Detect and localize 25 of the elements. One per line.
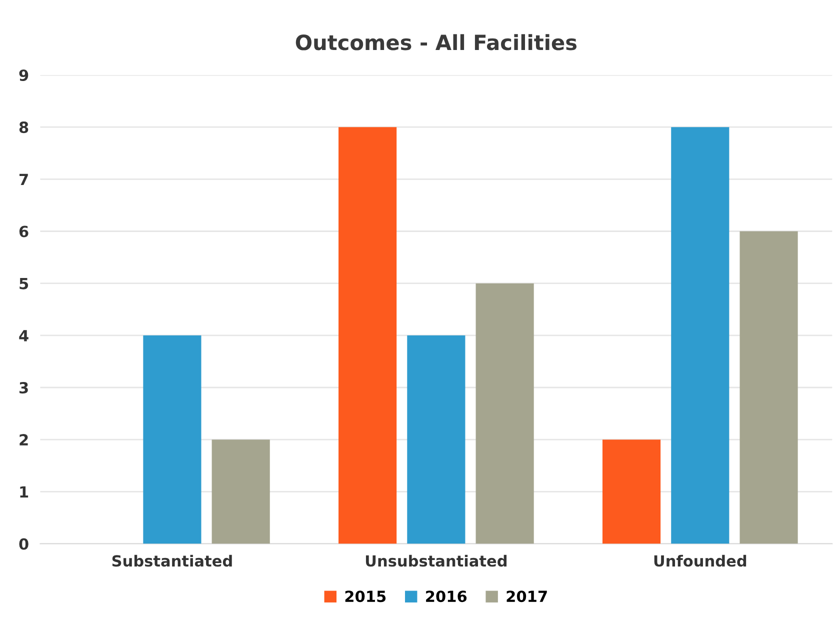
legend-label: 2017	[506, 590, 547, 602]
legend-label: 2015	[345, 590, 386, 602]
bar	[212, 440, 270, 544]
y-tick-label: 8	[19, 122, 28, 134]
y-tick-label: 3	[20, 382, 28, 394]
x-tick-label: Substantiated	[112, 554, 232, 567]
bar	[338, 127, 397, 544]
bar	[671, 127, 730, 544]
bar	[407, 335, 466, 544]
y-tick-label: 0	[19, 538, 28, 550]
bar	[143, 335, 202, 544]
y-tick-label: 6	[19, 226, 28, 238]
y-tick-label: 5	[20, 278, 28, 290]
y-tick-label: 9	[19, 69, 28, 82]
y-tick-label: 2	[20, 434, 28, 446]
bar	[602, 440, 661, 544]
legend-label: 2016	[426, 590, 467, 602]
x-tick-label: Unfounded	[654, 554, 746, 567]
x-tick-label: Unsubstantiated	[366, 554, 507, 567]
bar	[476, 283, 534, 544]
y-tick-label: 1	[20, 486, 28, 498]
y-tick-label: 7	[20, 174, 28, 185]
bar	[740, 231, 798, 544]
chart-title: Outcomes - All Facilities	[296, 34, 577, 50]
y-tick-label: 4	[19, 330, 28, 342]
